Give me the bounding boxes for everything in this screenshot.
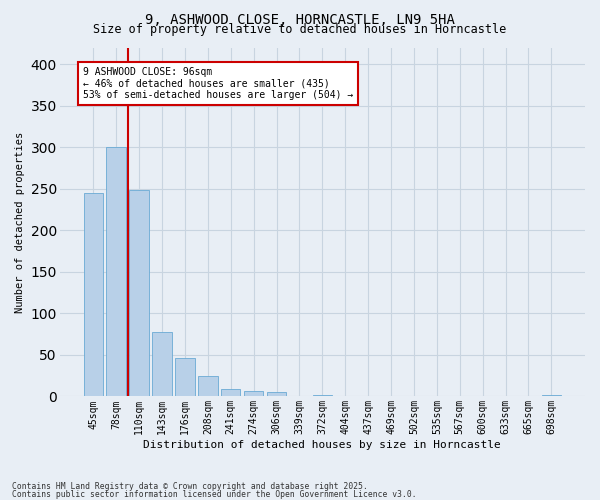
Text: 9 ASHWOOD CLOSE: 96sqm
← 46% of detached houses are smaller (435)
53% of semi-de: 9 ASHWOOD CLOSE: 96sqm ← 46% of detached… [83, 66, 353, 100]
Bar [267, 392, 286, 396]
Bar [244, 392, 263, 396]
Bar [221, 389, 241, 396]
Bar [106, 147, 126, 396]
X-axis label: Distribution of detached houses by size in Horncastle: Distribution of detached houses by size … [143, 440, 501, 450]
Text: Contains HM Land Registry data © Crown copyright and database right 2025.: Contains HM Land Registry data © Crown c… [12, 482, 368, 491]
Bar [130, 190, 149, 396]
Bar [313, 395, 332, 396]
Text: 9, ASHWOOD CLOSE, HORNCASTLE, LN9 5HA: 9, ASHWOOD CLOSE, HORNCASTLE, LN9 5HA [145, 12, 455, 26]
Bar [83, 193, 103, 396]
Text: Contains public sector information licensed under the Open Government Licence v3: Contains public sector information licen… [12, 490, 416, 499]
Text: Size of property relative to detached houses in Horncastle: Size of property relative to detached ho… [94, 22, 506, 36]
Bar [198, 376, 218, 396]
Y-axis label: Number of detached properties: Number of detached properties [15, 132, 25, 312]
Bar [542, 395, 561, 396]
Bar [152, 332, 172, 396]
Bar [175, 358, 194, 397]
